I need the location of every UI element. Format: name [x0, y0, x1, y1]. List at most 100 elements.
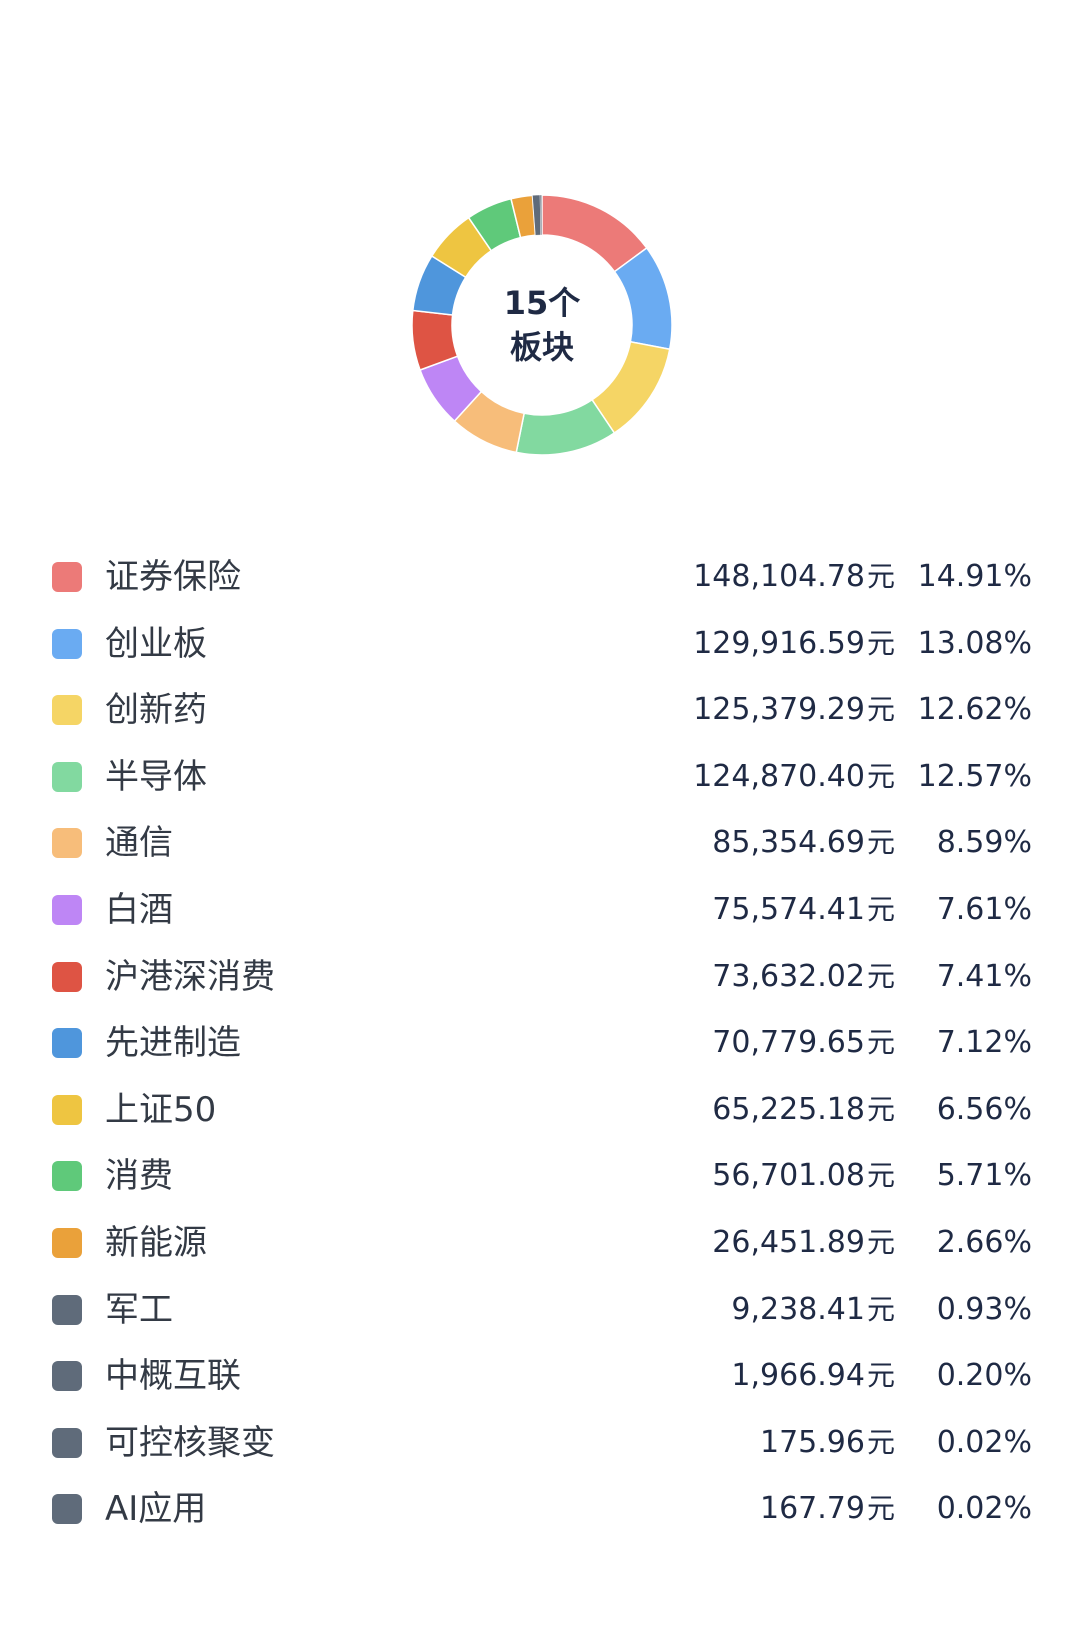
currency-unit: 元	[866, 1092, 895, 1126]
legend-amount: 129,916.59元	[693, 624, 895, 664]
legend-percent: 8.59%	[936, 825, 1032, 861]
legend-label: 创业板	[105, 623, 207, 664]
legend-label: 可控核聚变	[105, 1422, 275, 1463]
legend-percent: 7.12%	[936, 1025, 1032, 1061]
legend-row: 上证50 65,225.18元 6.56%	[0, 1078, 1080, 1145]
legend-swatch	[52, 1494, 82, 1525]
legend-swatch	[52, 1028, 82, 1059]
legend-row: 创新药 125,379.29元 12.62%	[0, 678, 1080, 745]
legend-amount: 26,451.89元	[712, 1223, 895, 1263]
legend-swatch	[52, 1161, 82, 1192]
currency-unit: 元	[866, 759, 895, 793]
legend-label: 通信	[105, 823, 173, 864]
center-caption: 板块	[509, 328, 574, 366]
donut-chart: 15个 板块	[400, 183, 684, 467]
legend-amount: 70,779.65元	[712, 1023, 895, 1063]
legend-amount: 124,870.40元	[693, 757, 895, 797]
legend-swatch	[52, 1294, 82, 1325]
legend-row: 半导体 124,870.40元 12.57%	[0, 745, 1080, 812]
legend-row: 中概互联 1,966.94元 0.20%	[0, 1344, 1080, 1411]
legend-swatch	[52, 761, 82, 792]
legend-percent: 12.62%	[917, 692, 1032, 728]
legend-percent: 0.02%	[936, 1424, 1032, 1460]
currency-unit: 元	[866, 1359, 895, 1393]
legend-row: 可控核聚变 175.96元 0.02%	[0, 1411, 1080, 1478]
legend-row: 创业板 129,916.59元 13.08%	[0, 612, 1080, 679]
legend-amount: 9,238.41元	[731, 1290, 895, 1330]
legend-swatch	[52, 1361, 82, 1392]
legend-label: 先进制造	[105, 1023, 241, 1064]
legend-percent: 0.20%	[936, 1358, 1032, 1394]
legend-percent: 7.61%	[936, 891, 1032, 927]
legend-percent: 12.57%	[917, 758, 1032, 794]
legend-percent: 6.56%	[936, 1091, 1032, 1127]
amount-value: 65,225.18	[712, 1091, 865, 1127]
center-count: 15个	[503, 284, 581, 322]
amount-value: 75,574.41	[712, 891, 865, 927]
legend-swatch	[52, 628, 82, 659]
legend-row: 军工 9,238.41元 0.93%	[0, 1278, 1080, 1345]
legend-swatch	[52, 695, 82, 726]
legend-row: 新能源 26,451.89元 2.66%	[0, 1211, 1080, 1278]
legend-percent: 13.08%	[917, 625, 1032, 661]
legend-percent: 2.66%	[936, 1224, 1032, 1260]
legend-label: 沪港深消费	[105, 956, 275, 997]
legend-label: 消费	[105, 1156, 173, 1197]
legend-label: 半导体	[105, 756, 207, 797]
currency-unit: 元	[866, 1225, 895, 1259]
legend-swatch	[52, 1227, 82, 1258]
legend-swatch	[52, 1094, 82, 1125]
legend-label: 中概互联	[105, 1356, 241, 1397]
legend-row: 消费 56,701.08元 5.71%	[0, 1144, 1080, 1211]
amount-value: 56,701.08	[712, 1158, 865, 1194]
legend-list: 证券保险 148,104.78元 14.91% 创业板 129,916.59元 13.08…	[0, 545, 1080, 1544]
legend-percent: 7.41%	[936, 958, 1032, 994]
donut-center-label: 15个 板块	[400, 183, 684, 467]
amount-value: 26,451.89	[712, 1224, 865, 1260]
legend-amount: 85,354.69元	[712, 823, 895, 863]
currency-unit: 元	[866, 1292, 895, 1326]
legend-label: 军工	[105, 1289, 173, 1330]
legend-percent: 14.91%	[917, 559, 1032, 594]
currency-unit: 元	[866, 826, 895, 860]
amount-value: 124,870.40	[693, 758, 865, 794]
currency-unit: 元	[866, 626, 895, 660]
legend-amount: 175.96元	[760, 1423, 895, 1463]
amount-value: 129,916.59	[693, 625, 865, 661]
legend-swatch	[52, 562, 82, 592]
legend-amount: 125,379.29元	[693, 690, 895, 730]
legend-row: 通信 85,354.69元 8.59%	[0, 811, 1080, 878]
currency-unit: 元	[866, 1026, 895, 1060]
legend-percent: 5.71%	[936, 1158, 1032, 1194]
amount-value: 148,104.78	[693, 559, 865, 594]
legend-percent: 0.02%	[936, 1491, 1032, 1527]
legend-label: 证券保险	[105, 557, 241, 597]
legend-swatch	[52, 961, 82, 992]
legend-amount: 73,632.02元	[712, 957, 895, 997]
legend-label: AI应用	[105, 1489, 207, 1530]
legend-swatch	[52, 1427, 82, 1458]
legend-amount: 167.79元	[760, 1489, 895, 1529]
currency-unit: 元	[866, 1492, 895, 1526]
legend-amount: 65,225.18元	[712, 1090, 895, 1130]
currency-unit: 元	[866, 1425, 895, 1459]
amount-value: 175.96	[760, 1424, 865, 1460]
legend-row: 沪港深消费 73,632.02元 7.41%	[0, 945, 1080, 1012]
legend-amount: 1,966.94元	[731, 1356, 895, 1396]
legend-amount: 56,701.08元	[712, 1156, 895, 1196]
legend-swatch	[52, 894, 82, 925]
currency-unit: 元	[866, 959, 895, 993]
legend-row: 白酒 75,574.41元 7.61%	[0, 878, 1080, 945]
amount-value: 9,238.41	[731, 1291, 865, 1327]
legend-swatch	[52, 828, 82, 859]
legend-amount: 75,574.41元	[712, 890, 895, 930]
legend-row: 先进制造 70,779.65元 7.12%	[0, 1011, 1080, 1078]
donut-svg	[411, 194, 673, 456]
currency-unit: 元	[866, 693, 895, 727]
amount-value: 73,632.02	[712, 958, 865, 994]
legend-label: 新能源	[105, 1222, 207, 1263]
currency-unit: 元	[866, 1159, 895, 1193]
legend-label: 创新药	[105, 690, 207, 731]
legend-label: 白酒	[105, 889, 173, 930]
legend-row: 证券保险 148,104.78元 14.91%	[0, 545, 1080, 612]
